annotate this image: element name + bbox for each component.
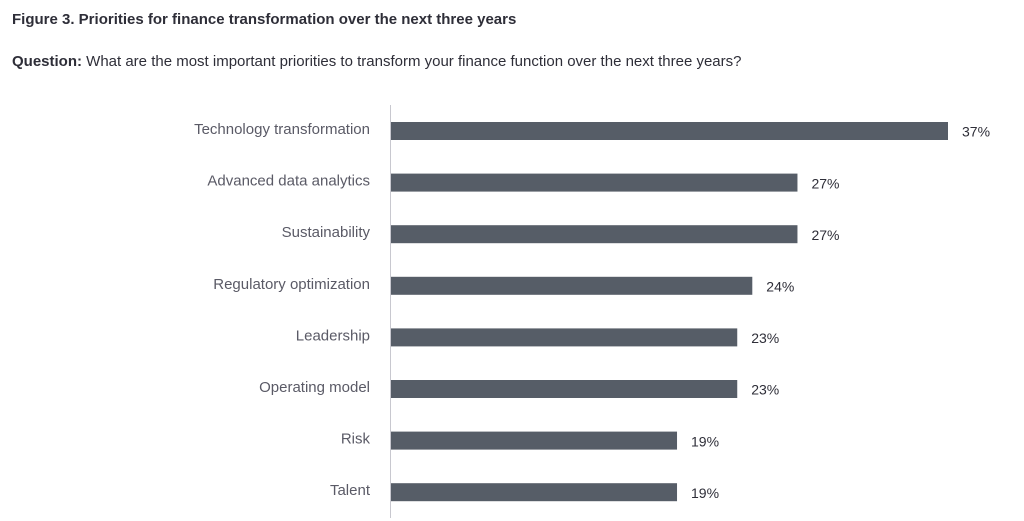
value-label-sustainability: 27%	[811, 227, 839, 243]
category-label-regulatory-optimization: Regulatory optimization	[213, 276, 370, 293]
figure-title: Figure 3. Priorities for finance transfo…	[12, 11, 517, 28]
category-label-talent: Talent	[330, 482, 371, 499]
value-label-regulatory-optimization: 24%	[766, 279, 794, 295]
category-label-advanced-data-analytics: Advanced data analytics	[207, 173, 370, 190]
question-body: What are the most important priorities t…	[82, 53, 742, 70]
category-label-leadership: Leadership	[296, 327, 370, 344]
value-label-risk: 19%	[691, 433, 719, 449]
category-label-risk: Risk	[341, 431, 371, 448]
value-label-advanced-data-analytics: 27%	[811, 175, 839, 191]
category-labels-group: Technology transformation Advanced data a…	[194, 121, 371, 499]
value-labels-group: 37% 27% 27% 24% 23% 23% 19% 19%	[691, 124, 990, 501]
value-label-leadership: 23%	[751, 330, 779, 346]
bar-advanced-data-analytics	[391, 173, 798, 192]
bar-risk	[391, 431, 678, 450]
bar-regulatory-optimization	[391, 276, 753, 295]
value-label-talent: 19%	[691, 485, 719, 501]
category-label-sustainability: Sustainability	[282, 224, 371, 241]
value-label-technology-transformation: 37%	[962, 124, 990, 140]
category-label-technology-transformation: Technology transformation	[194, 121, 370, 138]
category-label-operating-model: Operating model	[259, 379, 370, 396]
question-label: Question:	[12, 53, 82, 70]
bar-leadership	[391, 328, 738, 347]
bar-sustainability	[391, 225, 798, 244]
bar-operating-model	[391, 380, 738, 398]
bar-technology-transformation	[391, 122, 948, 140]
bar-talent	[391, 483, 678, 502]
question-text: Question: What are the most important pr…	[12, 53, 741, 70]
bars-group	[391, 122, 948, 502]
value-label-operating-model: 23%	[751, 382, 779, 398]
